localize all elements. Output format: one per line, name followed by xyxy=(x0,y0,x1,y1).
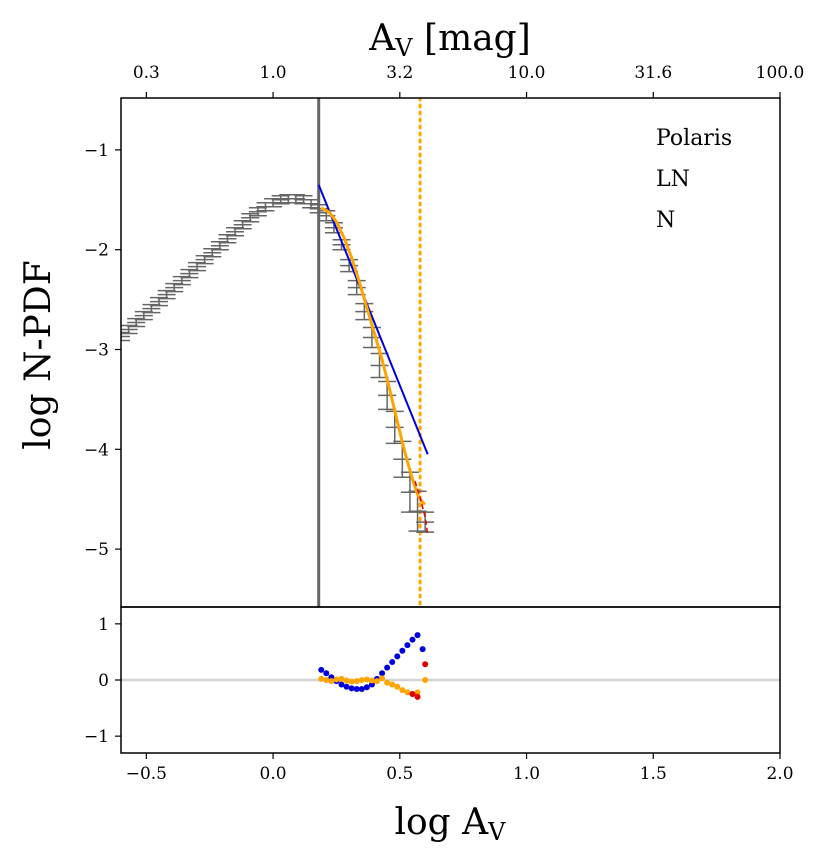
x-tick-label: −0.5 xyxy=(126,764,167,784)
residual-point-ln xyxy=(338,681,345,688)
legend-n: N xyxy=(656,208,675,233)
residual-point-n xyxy=(414,689,421,696)
main-y-tick-label: −2 xyxy=(84,241,109,261)
x-axis-title: log AV xyxy=(394,802,506,846)
residual-point-red xyxy=(414,693,421,700)
n-fit-dashed-line xyxy=(414,481,429,535)
residual-point-ln xyxy=(318,666,325,673)
residual-point-ln xyxy=(343,683,350,690)
residual-point-ln xyxy=(414,632,421,639)
x-tick-label: 0.5 xyxy=(386,764,413,784)
residual-point-n xyxy=(394,683,401,690)
residual-point-ln xyxy=(363,684,370,691)
residual-point-ln xyxy=(353,685,360,692)
plot-layer: −0.5 0.0 0.5 1.0 1.5 2.0 0.3 1.0 3.2 10.0 31.6 100.… xyxy=(84,63,804,784)
residual-point-n xyxy=(363,676,370,683)
residual-point-n xyxy=(379,675,386,682)
residual-point-ln xyxy=(419,646,426,653)
residual-point-ln xyxy=(379,670,386,677)
residual-point-n xyxy=(358,677,365,683)
top-tick-label: 3.2 xyxy=(386,63,413,83)
residual-point-red xyxy=(409,691,416,698)
residual-point-ln xyxy=(389,659,396,666)
top-tick-label: 0.3 xyxy=(133,63,160,83)
top-tick-label: 1.0 xyxy=(260,63,287,83)
n-fit-line xyxy=(320,206,427,506)
residual-point-n xyxy=(389,681,396,688)
legend-polaris: Polaris xyxy=(656,126,732,151)
residual-point-red xyxy=(422,661,429,668)
residual-point-ln xyxy=(399,647,406,654)
residual-point-ln xyxy=(404,642,411,649)
residual-point-n xyxy=(399,687,406,694)
residual-point-ln xyxy=(348,685,355,692)
main-y-tick-label: −5 xyxy=(84,540,109,560)
residual-point-n xyxy=(373,678,380,685)
residual-point-ln xyxy=(384,664,391,671)
main-y-tick-label: −1 xyxy=(84,141,109,161)
legend-ln: LN xyxy=(656,167,690,192)
residual-point-n xyxy=(338,675,345,682)
residual-point-n xyxy=(353,678,360,685)
x-tick-label: 2.0 xyxy=(766,764,793,784)
x-tick-label: 1.0 xyxy=(513,764,540,784)
residual-point-n xyxy=(348,678,355,685)
residual-point-n xyxy=(343,677,350,684)
x-tick-label: 1.5 xyxy=(640,764,667,784)
main-panel-marks xyxy=(121,98,435,607)
residual-point-ln xyxy=(409,636,416,643)
residual-point-n xyxy=(323,677,330,683)
residual-point-ln xyxy=(394,653,401,660)
resid-y-tick-label: −1 xyxy=(84,727,109,747)
residual-point-n xyxy=(328,678,335,685)
residual-point-n xyxy=(422,677,429,683)
top-tick-label: 10.0 xyxy=(508,63,546,83)
residual-point-n xyxy=(333,676,340,683)
x-tick-label: 0.0 xyxy=(260,764,287,784)
main-y-tick-label: −3 xyxy=(84,341,109,361)
residual-point-n xyxy=(318,675,325,682)
residual-point-n xyxy=(404,689,411,696)
residual-point-ln xyxy=(358,685,365,692)
top-axis-title: AV [mag] xyxy=(368,18,531,62)
residual-point-n xyxy=(368,677,375,684)
residual-point-ln xyxy=(323,670,330,677)
main-y-tick-label: −4 xyxy=(84,440,109,460)
resid-y-tick-label: 0 xyxy=(98,671,109,691)
y-axis-title: log N-PDF xyxy=(18,260,59,449)
top-tick-label: 100.0 xyxy=(756,63,805,83)
residual-point-n xyxy=(384,679,391,686)
ln-fit-line xyxy=(317,184,429,455)
top-tick-label: 31.6 xyxy=(634,63,672,83)
resid-y-tick-label: 1 xyxy=(98,615,109,635)
